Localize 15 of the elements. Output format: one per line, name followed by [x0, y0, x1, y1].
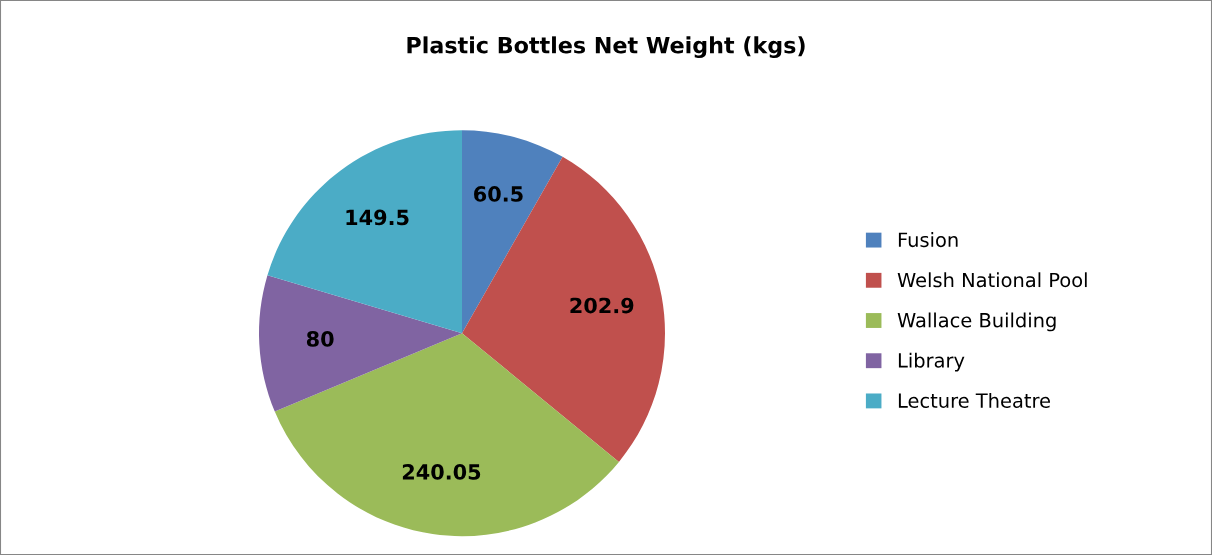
pie-slice [259, 275, 463, 412]
data-label: 80 [306, 331, 334, 347]
data-label: 240.05 [402, 464, 481, 480]
legend-label: Fusion [898, 232, 958, 248]
pie-slice [462, 130, 563, 334]
pie-slice [274, 333, 619, 537]
legend-label: Wallace Building [897, 312, 1056, 332]
data-label: 60.5 [474, 186, 523, 202]
legend-label: Lecture Theatre [898, 392, 1050, 408]
legend-label: Welsh National Pool [897, 272, 1087, 288]
pie-slice [462, 156, 666, 462]
legend-label: Library [898, 352, 965, 372]
data-label: 149.5 [346, 209, 409, 226]
data-label: 202.9 [570, 297, 634, 314]
chart-title: Plastic Bottles Net Weight (kgs) [407, 36, 805, 59]
